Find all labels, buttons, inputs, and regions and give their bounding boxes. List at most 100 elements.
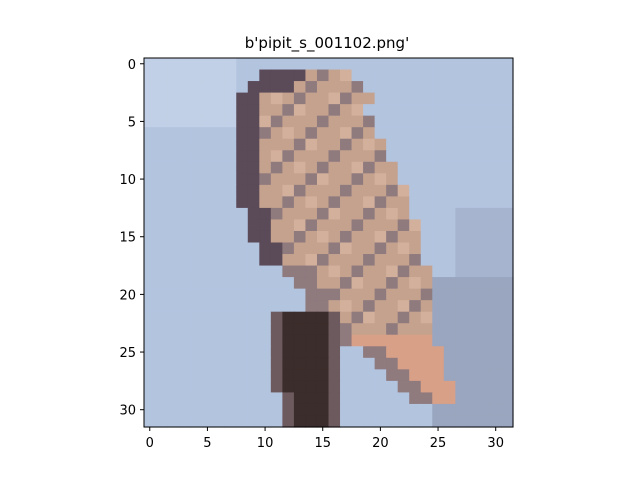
image-pixel <box>443 92 456 105</box>
image-pixel <box>155 207 168 221</box>
image-pixel <box>432 150 445 163</box>
image-pixel <box>420 69 433 82</box>
image-pixel <box>305 184 318 197</box>
image-pixel <box>443 277 456 290</box>
image-pixel <box>224 69 237 82</box>
image-pixel <box>224 173 237 186</box>
image-pixel <box>270 81 283 94</box>
image-pixel <box>305 161 318 174</box>
image-pixel <box>478 150 491 163</box>
image-pixel <box>340 346 353 359</box>
image-pixel <box>374 138 387 151</box>
image-pixel <box>236 242 249 255</box>
image-pixel <box>316 69 330 82</box>
image-pixel <box>386 357 399 370</box>
image-pixel <box>340 415 353 428</box>
image-pixel <box>305 380 318 394</box>
image-pixel <box>501 173 514 186</box>
image-pixel <box>397 300 410 313</box>
image-pixel <box>351 196 364 209</box>
image-pixel <box>236 346 249 359</box>
image-pixel <box>478 184 491 197</box>
image-pixel <box>282 92 295 105</box>
image-pixel <box>213 288 226 301</box>
image-pixel <box>501 196 514 209</box>
image-pixel <box>363 311 376 324</box>
image-pixel <box>501 184 514 197</box>
image-pixel <box>316 357 330 370</box>
image-pixel <box>144 403 157 417</box>
image-pixel <box>397 323 410 336</box>
image-pixel <box>236 184 249 197</box>
image-pixel <box>305 277 318 290</box>
image-pixel <box>167 277 180 290</box>
image-pixel <box>305 207 318 221</box>
image-pixel <box>224 81 237 94</box>
image-pixel <box>224 254 237 267</box>
image-pixel <box>316 403 330 417</box>
image-pixel <box>386 219 399 232</box>
image-pixel <box>190 184 203 197</box>
image-pixel <box>455 138 468 151</box>
image-pixel <box>236 311 249 324</box>
image-pixel <box>455 150 468 163</box>
image-pixel <box>305 69 318 82</box>
image-pixel <box>397 334 410 347</box>
image-pixel <box>374 242 387 255</box>
image-pixel <box>270 392 283 405</box>
image-pixel <box>247 207 260 221</box>
image-pixel <box>432 265 445 278</box>
image-pixel <box>432 415 445 428</box>
image-pixel <box>501 207 514 221</box>
image-pixel <box>144 104 157 117</box>
image-pixel <box>501 334 514 347</box>
image-pixel <box>489 288 503 301</box>
image-pixel <box>478 334 491 347</box>
image-pixel <box>489 230 503 244</box>
image-pixel <box>293 219 307 232</box>
image-pixel <box>247 277 260 290</box>
image-pixel <box>328 92 341 105</box>
image-pixel <box>316 311 330 324</box>
image-pixel <box>363 334 376 347</box>
image-pixel <box>167 403 180 417</box>
image-pixel <box>259 311 272 324</box>
image-pixel <box>305 323 318 336</box>
image-pixel <box>340 69 353 82</box>
image-pixel <box>328 127 341 140</box>
image-pixel <box>386 265 399 278</box>
image-pixel <box>259 69 272 82</box>
image-pixel <box>397 104 410 117</box>
image-pixel <box>259 81 272 94</box>
image-pixel <box>282 323 295 336</box>
image-pixel <box>293 265 307 278</box>
image-pixel <box>466 277 480 290</box>
image-pixel <box>144 184 157 197</box>
image-pixel <box>443 242 456 255</box>
image-pixel <box>386 161 399 174</box>
image-pixel <box>305 196 318 209</box>
image-pixel <box>282 81 295 94</box>
image-pixel <box>190 311 203 324</box>
image-pixel <box>328 392 341 405</box>
image-pixel <box>236 380 249 394</box>
image-pixel <box>190 161 203 174</box>
image-pixel <box>455 242 468 255</box>
image-pixel <box>270 357 283 370</box>
image-pixel <box>247 81 260 94</box>
image-pixel <box>144 81 157 94</box>
image-pixel <box>247 230 260 244</box>
image-pixel <box>213 334 226 347</box>
image-pixel <box>190 346 203 359</box>
image-pixel <box>443 323 456 336</box>
image-pixel <box>305 334 318 347</box>
image-pixel <box>270 265 283 278</box>
image-pixel <box>316 346 330 359</box>
image-pixel <box>432 184 445 197</box>
image-pixel <box>374 346 387 359</box>
image-pixel <box>316 288 330 301</box>
image-pixel <box>293 69 307 82</box>
image-pixel <box>478 230 491 244</box>
image-pixel <box>259 161 272 174</box>
image-pixel <box>443 127 456 140</box>
